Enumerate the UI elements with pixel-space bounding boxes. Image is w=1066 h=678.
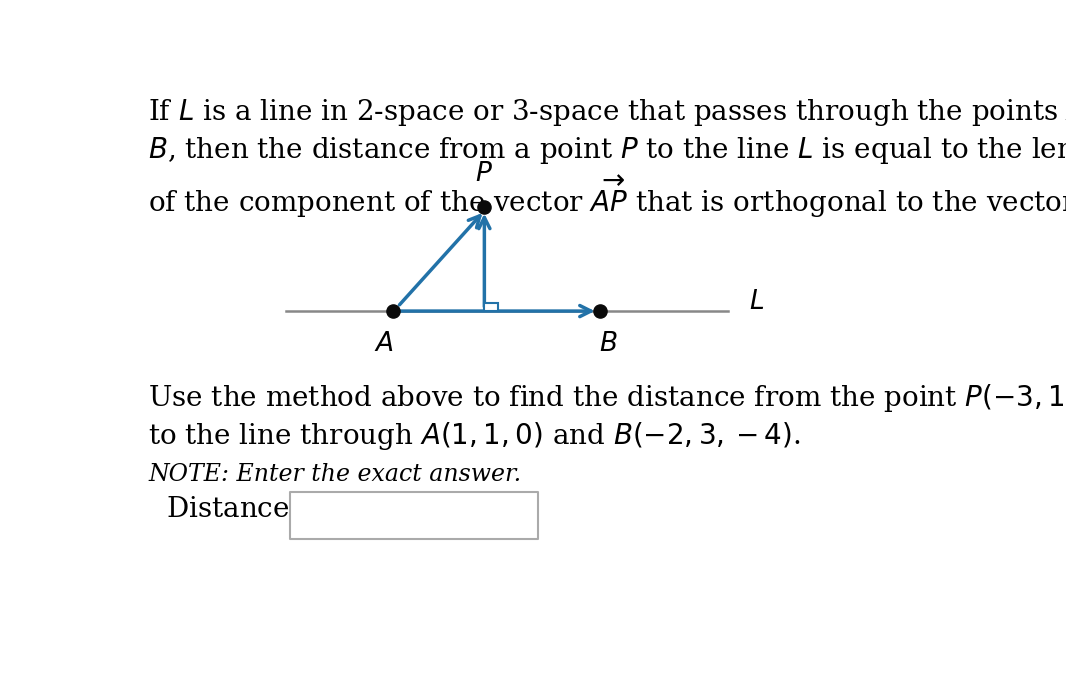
Text: Distance $=$: Distance $=$ xyxy=(166,496,326,523)
Point xyxy=(592,306,609,317)
Text: Use the method above to find the distance from the point $P(-3, 1, 6)$: Use the method above to find the distanc… xyxy=(148,382,1066,414)
Text: $L$: $L$ xyxy=(748,290,764,314)
Text: $B$, then the distance from a point $P$ to the line $L$ is equal to the length: $B$, then the distance from a point $P$ … xyxy=(148,135,1066,166)
Bar xyxy=(484,302,498,311)
Text: $P$: $P$ xyxy=(475,161,494,186)
Text: to the line through $A(1, 1, 0)$ and $B(-2, 3, -4)$.: to the line through $A(1, 1, 0)$ and $B(… xyxy=(148,420,801,452)
Point xyxy=(385,306,402,317)
Text: of the component of the vector $\overrightarrow{AP}$ that is orthogonal to the v: of the component of the vector $\overrig… xyxy=(148,174,1066,220)
Text: $B$: $B$ xyxy=(599,331,617,356)
Bar xyxy=(290,492,538,539)
Point xyxy=(475,201,492,212)
Text: NOTE: Enter the exact answer.: NOTE: Enter the exact answer. xyxy=(148,463,521,486)
Text: If $L$ is a line in 2-space or 3-space that passes through the points $A$ and: If $L$ is a line in 2-space or 3-space t… xyxy=(148,97,1066,128)
Text: $A$: $A$ xyxy=(374,331,393,356)
